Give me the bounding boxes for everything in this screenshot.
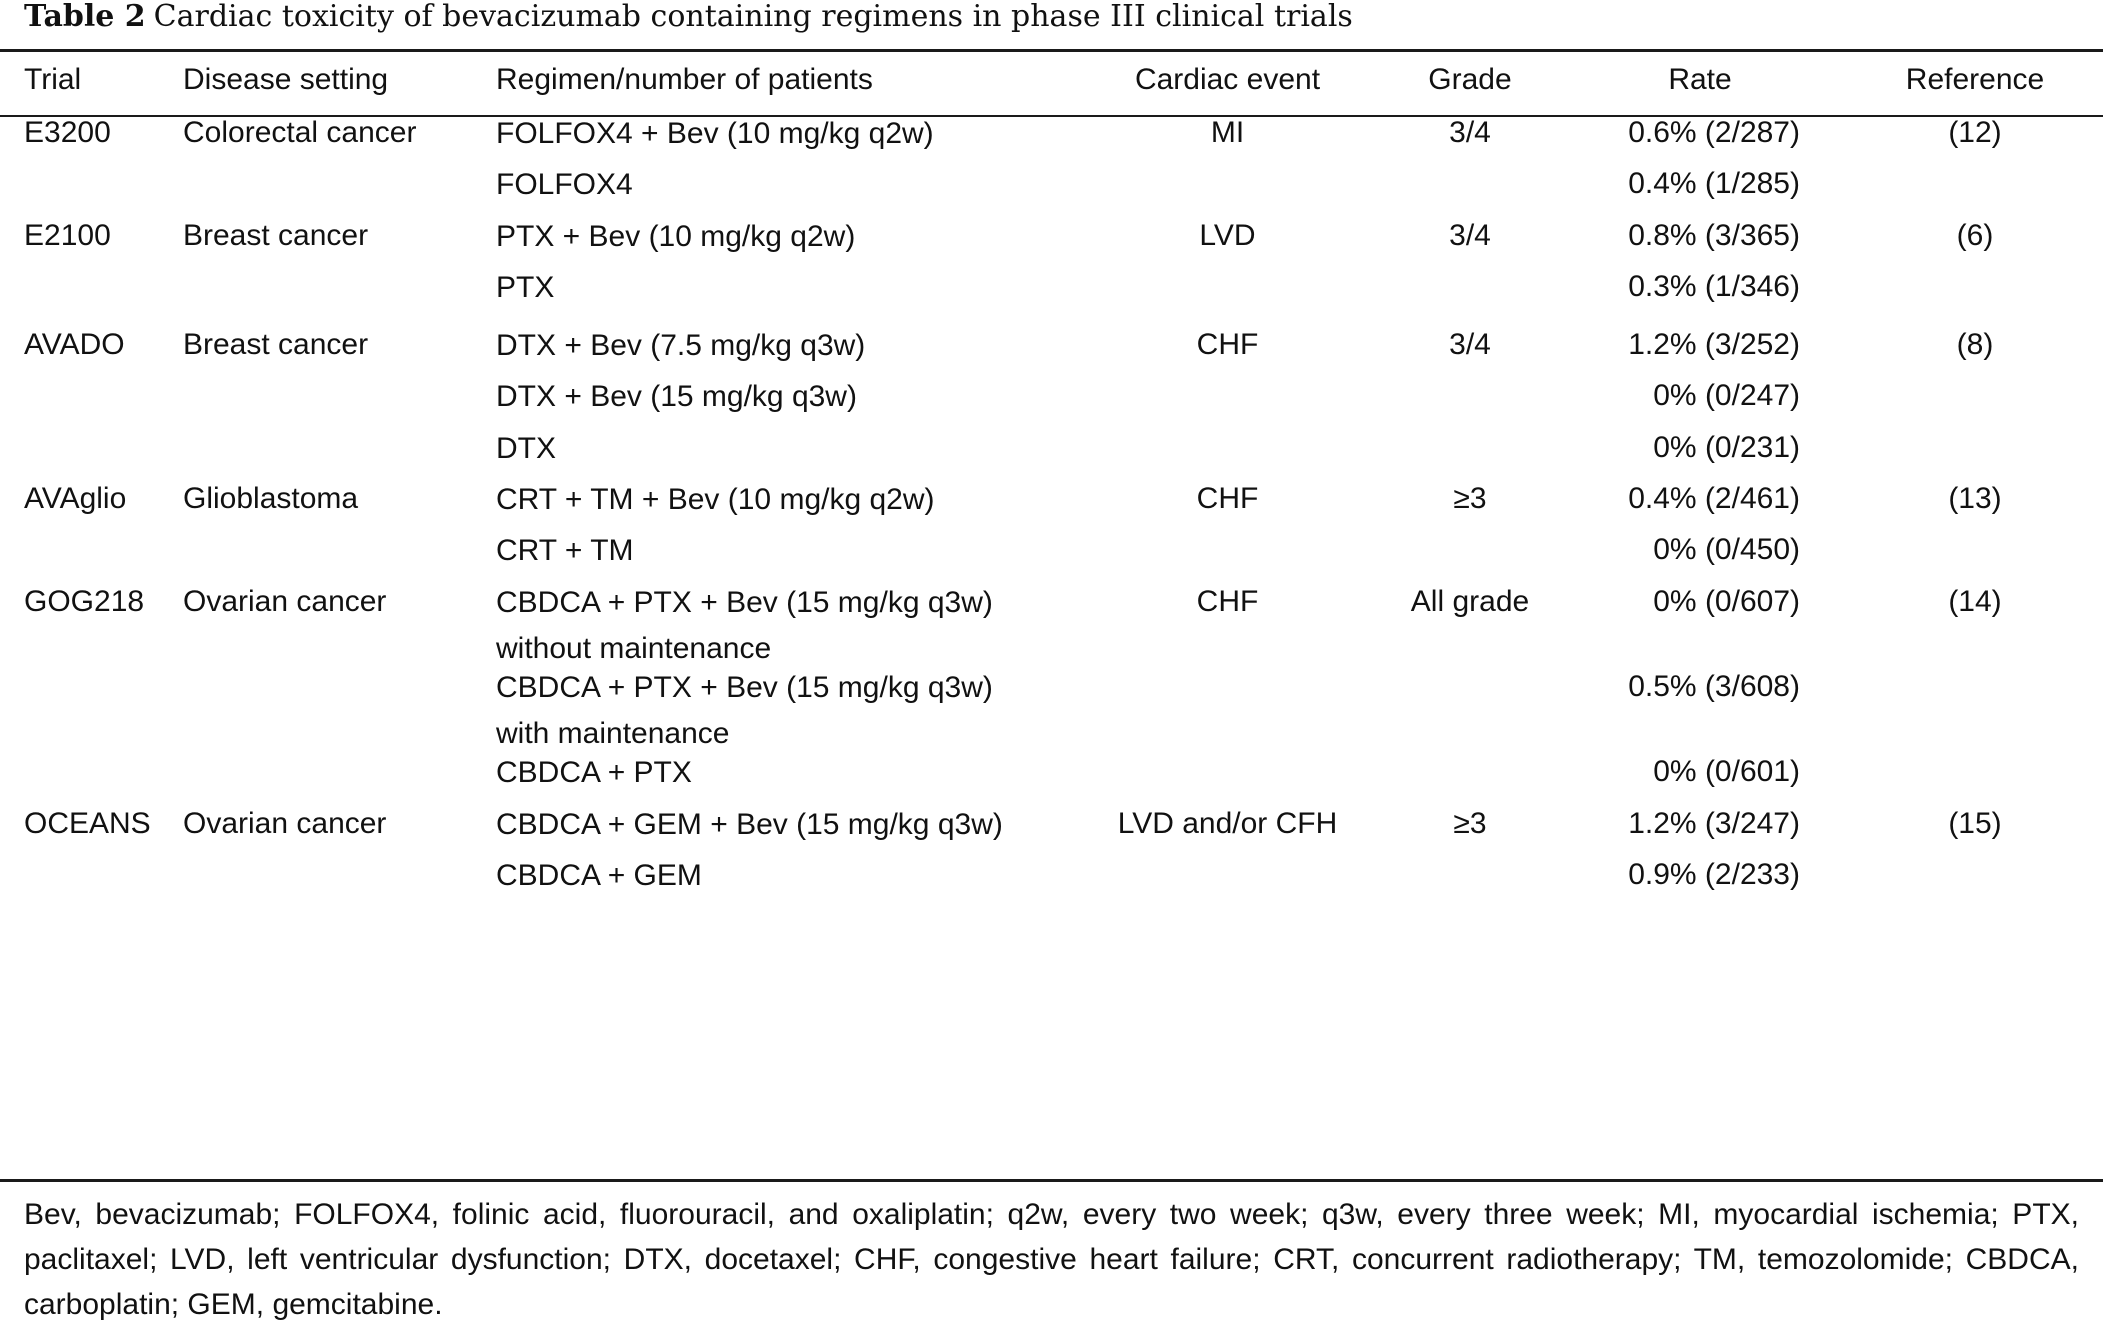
cell-regimen: FOLFOX4 [496,162,633,208]
cell-rate: 0% (0/450) [1653,533,1800,566]
cell-regimen: DTX + Bev (7.5 mg/kg q3w) [496,323,865,369]
cell-cardiac-event: LVD and/or CFH [1117,807,1338,840]
cell-reference: (12) [1948,116,2002,149]
cell-disease-setting: Breast cancer [183,328,369,361]
cell-regimen: CBDCA + PTX [496,750,692,796]
cell-disease-setting: Ovarian cancer [183,585,387,618]
cell-rate: 0% (0/231) [1653,431,1800,464]
regimen-line: with maintenance [496,717,730,750]
regimen-line: CBDCA + PTX [496,756,692,789]
cell-rate: 0% (0/247) [1653,379,1800,412]
cell-trial: GOG218 [24,585,145,618]
cell-cardiac-event: MI [1210,116,1245,149]
table-caption: Table 2 Cardiac toxicity of bevacizumab c… [24,0,1353,34]
cell-grade: 3/4 [1449,328,1491,361]
cell-regimen: FOLFOX4 + Bev (10 mg/kg q2w) [496,111,934,157]
cell-reference: (8) [1956,328,1994,361]
cell-cardiac-event: CHF [1196,482,1259,515]
cell-rate: 0.6% (2/287) [1628,116,1800,149]
cell-reference: (13) [1948,482,2002,515]
regimen-line: PTX [496,271,555,304]
cell-regimen: CBDCA + GEM + Bev (15 mg/kg q3w) [496,802,1003,848]
cell-reference: (15) [1948,807,2002,840]
regimen-line: DTX + Bev (15 mg/kg q3w) [496,380,857,413]
regimen-line: CRT + TM [496,534,634,567]
regimen-line: CRT + TM + Bev (10 mg/kg q2w) [496,483,935,516]
cell-grade: 3/4 [1449,219,1491,252]
cell-rate: 0.4% (2/461) [1628,482,1800,515]
cell-grade: ≥3 [1453,482,1487,515]
cell-trial: AVADO [24,328,125,361]
regimen-line: FOLFOX4 + Bev (10 mg/kg q2w) [496,117,934,150]
header-cardiac-event: Cardiac event [1134,63,1321,96]
cell-grade: ≥3 [1453,807,1487,840]
cell-rate: 0% (0/607) [1653,585,1800,618]
cell-regimen: CBDCA + PTX + Bev (15 mg/kg q3w) without … [496,580,993,672]
cell-trial: E3200 [24,116,111,149]
header-regimen: Regimen/number of patients [496,63,873,96]
cell-rate: 0.5% (3/608) [1628,670,1800,703]
cell-regimen: CRT + TM [496,528,634,574]
header-rate: Rate [1668,63,1732,96]
cell-regimen: CBDCA + GEM [496,853,702,899]
cell-rate: 1.2% (3/247) [1628,807,1800,840]
header-grade: Grade [1428,63,1512,96]
regimen-line: DTX + Bev (7.5 mg/kg q3w) [496,329,866,362]
header-rule [0,115,2103,117]
bottom-rule [0,1179,2103,1182]
cell-reference: (14) [1948,585,2002,618]
cell-regimen: DTX + Bev (15 mg/kg q3w) [496,374,857,420]
cell-disease-setting: Breast cancer [183,219,369,252]
cell-trial: AVAglio [24,482,127,515]
regimen-line: CBDCA + PTX + Bev (15 mg/kg q3w) [496,671,993,704]
cell-regimen: CBDCA + PTX + Bev (15 mg/kg q3w) with mai… [496,665,993,757]
cell-trial: OCEANS [24,807,151,840]
cell-disease-setting: Ovarian cancer [183,807,387,840]
regimen-line: CBDCA + PTX + Bev (15 mg/kg q3w) [496,586,993,619]
cell-rate: 0.8% (3/365) [1628,219,1800,252]
cell-regimen: DTX [496,426,556,472]
cell-reference: (6) [1956,219,1994,252]
header-trial: Trial [24,63,82,96]
cell-rate: 1.2% (3/252) [1628,328,1800,361]
header-disease-setting: Disease setting [183,63,389,96]
cell-cardiac-event: CHF [1196,328,1259,361]
cell-regimen: PTX [496,265,554,311]
cell-grade: 3/4 [1449,116,1491,149]
cell-cardiac-event: CHF [1196,585,1259,618]
cell-rate: 0.3% (1/346) [1628,270,1800,303]
table-footnote: Bev, bevacizumab; FOLFOX4, folinic acid,… [24,1198,2079,1321]
regimen-line: CBDCA + GEM + Bev (15 mg/kg q3w) [496,808,1003,841]
cell-trial: E2100 [24,219,111,252]
regimen-line: CBDCA + GEM [496,859,702,892]
cell-rate: 0.4% (1/285) [1628,167,1800,200]
caption-text: Cardiac toxicity of bevacizumab containi… [153,0,1353,34]
cell-cardiac-event: LVD [1199,219,1256,252]
cell-grade: All grade [1410,585,1530,618]
top-rule [0,49,2103,52]
regimen-line: FOLFOX4 [496,168,633,201]
cell-regimen: PTX + Bev (10 mg/kg q2w) [496,214,855,260]
regimen-line: PTX + Bev (10 mg/kg q2w) [496,220,856,253]
cell-disease-setting: Glioblastoma [183,482,359,515]
header-reference: Reference [1905,63,2045,96]
cell-rate: 0.9% (2/233) [1628,858,1800,891]
regimen-line: without maintenance [496,632,772,665]
cell-regimen: CRT + TM + Bev (10 mg/kg q2w) [496,477,935,523]
cell-rate: 0% (0/601) [1653,755,1800,788]
cell-disease-setting: Colorectal cancer [183,116,417,149]
regimen-line: DTX [496,432,556,465]
table-header-row: Trial Disease setting Regimen/number of … [0,58,2103,116]
caption-label: Table 2 [24,0,146,34]
